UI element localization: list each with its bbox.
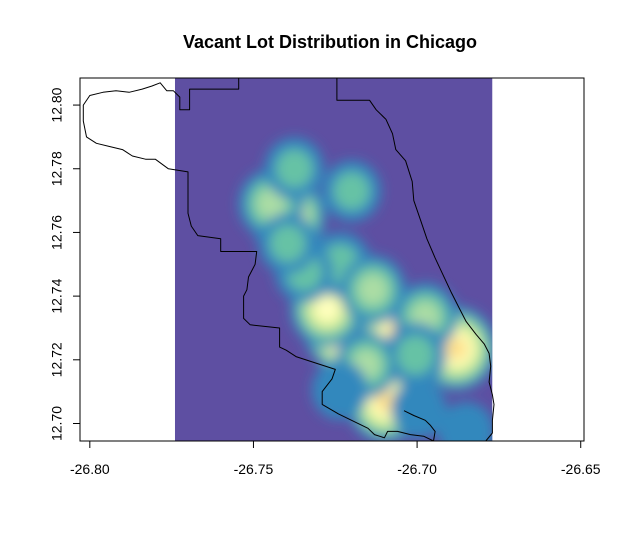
density-peak (339, 255, 406, 325)
y-tick-label: 12.80 (49, 87, 65, 122)
y-tick-label: 12.74 (49, 278, 65, 313)
density-layer (238, 137, 493, 441)
density-level (396, 335, 435, 375)
chart-title: Vacant Lot Distribution in Chicago (183, 32, 477, 52)
density-level (391, 380, 447, 439)
density-peak (264, 137, 325, 200)
city-outline (82, 78, 495, 441)
density-peak (437, 401, 493, 441)
density-peak (258, 213, 317, 274)
density-peak (384, 322, 447, 388)
shoreline (403, 410, 436, 441)
y-tick-label: 12.78 (49, 151, 65, 186)
density-level (357, 273, 389, 306)
city-boundary (82, 78, 495, 441)
density-level (311, 360, 369, 420)
x-tick-label: -26.75 (234, 461, 274, 477)
density-level (437, 401, 493, 441)
density-level (256, 187, 287, 220)
density-level (315, 296, 339, 322)
y-tick-label: 12.70 (49, 406, 65, 441)
x-tick-label: -26.65 (561, 461, 601, 477)
density-level (333, 172, 370, 211)
density-peak (322, 160, 381, 222)
density-level (275, 149, 313, 189)
density-level (269, 224, 306, 263)
plot-area (79, 77, 585, 442)
density-peak (311, 360, 369, 420)
density-peak (391, 380, 447, 439)
y-axis: 12.70 12.72 12.74 12.76 12.78 12.80 (49, 87, 81, 441)
y-tick-label: 12.76 (49, 215, 65, 250)
density-level (445, 337, 468, 361)
x-axis: -26.80 -26.75 -26.70 -26.65 (70, 440, 601, 477)
density-raster (174, 78, 493, 441)
x-tick-label: -26.80 (70, 461, 110, 477)
x-tick-label: -26.70 (397, 461, 437, 477)
y-tick-label: 12.72 (49, 342, 65, 377)
